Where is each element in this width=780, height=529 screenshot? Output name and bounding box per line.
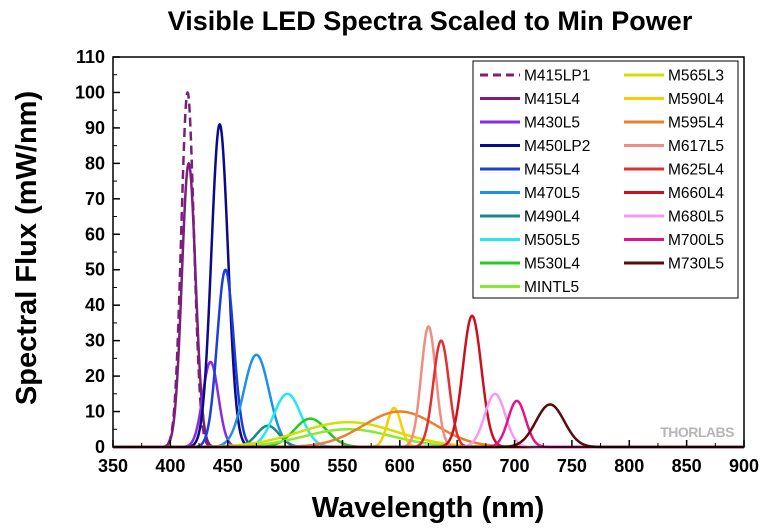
legend-label-m590l4: M590L4 <box>668 91 724 108</box>
x-axis-label: Wavelength (nm) <box>312 492 545 524</box>
x-tick-label: 500 <box>270 456 300 476</box>
y-tick-label: 90 <box>85 118 105 138</box>
legend-label-m505l5: M505L5 <box>524 232 580 249</box>
x-tick-label: 600 <box>385 456 415 476</box>
legend-label-m415l4: M415L4 <box>524 91 580 108</box>
legend-label-m617l5: M617L5 <box>668 138 724 155</box>
legend-label-m680l5: M680L5 <box>668 209 724 226</box>
y-tick-label: 0 <box>95 437 105 457</box>
legend-label-m625l4: M625L4 <box>668 162 724 179</box>
y-tick-label: 110 <box>76 47 105 67</box>
chart-title: Visible LED Spectra Scaled to Min Power <box>168 6 693 36</box>
legend-label-m455l4: M455L4 <box>524 162 580 179</box>
y-axis-label: Spectral Flux (mW/nm) <box>11 91 43 405</box>
legend-label-m490l4: M490L4 <box>524 209 580 226</box>
x-tick-label: 400 <box>155 456 185 476</box>
y-tick-label: 30 <box>85 331 105 351</box>
x-tick-label: 750 <box>557 456 587 476</box>
y-tick-label: 60 <box>85 224 105 244</box>
legend-label-m660l4: M660L4 <box>668 185 724 202</box>
thorlabs-watermark: THORLABS <box>660 424 734 440</box>
legend: M415LP1 M415L4 M430L5 M450LP2 M455L4 M470L5 M4… <box>472 60 739 299</box>
y-tick-label: 80 <box>85 153 105 173</box>
legend-label-m730l5: M730L5 <box>668 256 724 273</box>
y-tick-label: 50 <box>85 260 105 280</box>
y-tick-label: 40 <box>85 295 105 315</box>
legend-label-m415lp1: M415LP1 <box>524 68 590 85</box>
legend-label-m470l5: M470L5 <box>524 185 580 202</box>
x-tick-label: 450 <box>213 456 243 476</box>
y-tick-label: 20 <box>85 366 105 386</box>
x-tick-label: 700 <box>500 456 530 476</box>
plot-frame <box>112 56 745 448</box>
x-tick-label: 800 <box>614 456 644 476</box>
legend-box <box>472 60 739 299</box>
y-tick-label: 10 <box>85 402 105 422</box>
x-tick-label: 550 <box>327 456 357 476</box>
legend-label-m700l5: M700L5 <box>668 232 724 249</box>
legend-label-m565l3: M565L3 <box>668 68 724 85</box>
legend-label-m595l4: M595L4 <box>668 115 724 132</box>
legend-label-mintl5: MINTL5 <box>524 279 579 296</box>
x-tick-label: 900 <box>729 456 759 476</box>
y-tick-label: 70 <box>85 189 105 209</box>
x-tick-label: 650 <box>442 456 472 476</box>
y-tick-label: 100 <box>75 82 105 102</box>
legend-label-m450lp2: M450LP2 <box>524 138 590 155</box>
legend-label-m430l5: M430L5 <box>524 115 580 132</box>
x-tick-label: 850 <box>672 456 702 476</box>
x-tick-label: 350 <box>98 456 128 476</box>
legend-label-m530l4: M530L4 <box>524 256 580 273</box>
axis-ticks: 350 400 450 500 550 600 650 700 750 800 850 900 0 10 2… <box>75 47 759 476</box>
